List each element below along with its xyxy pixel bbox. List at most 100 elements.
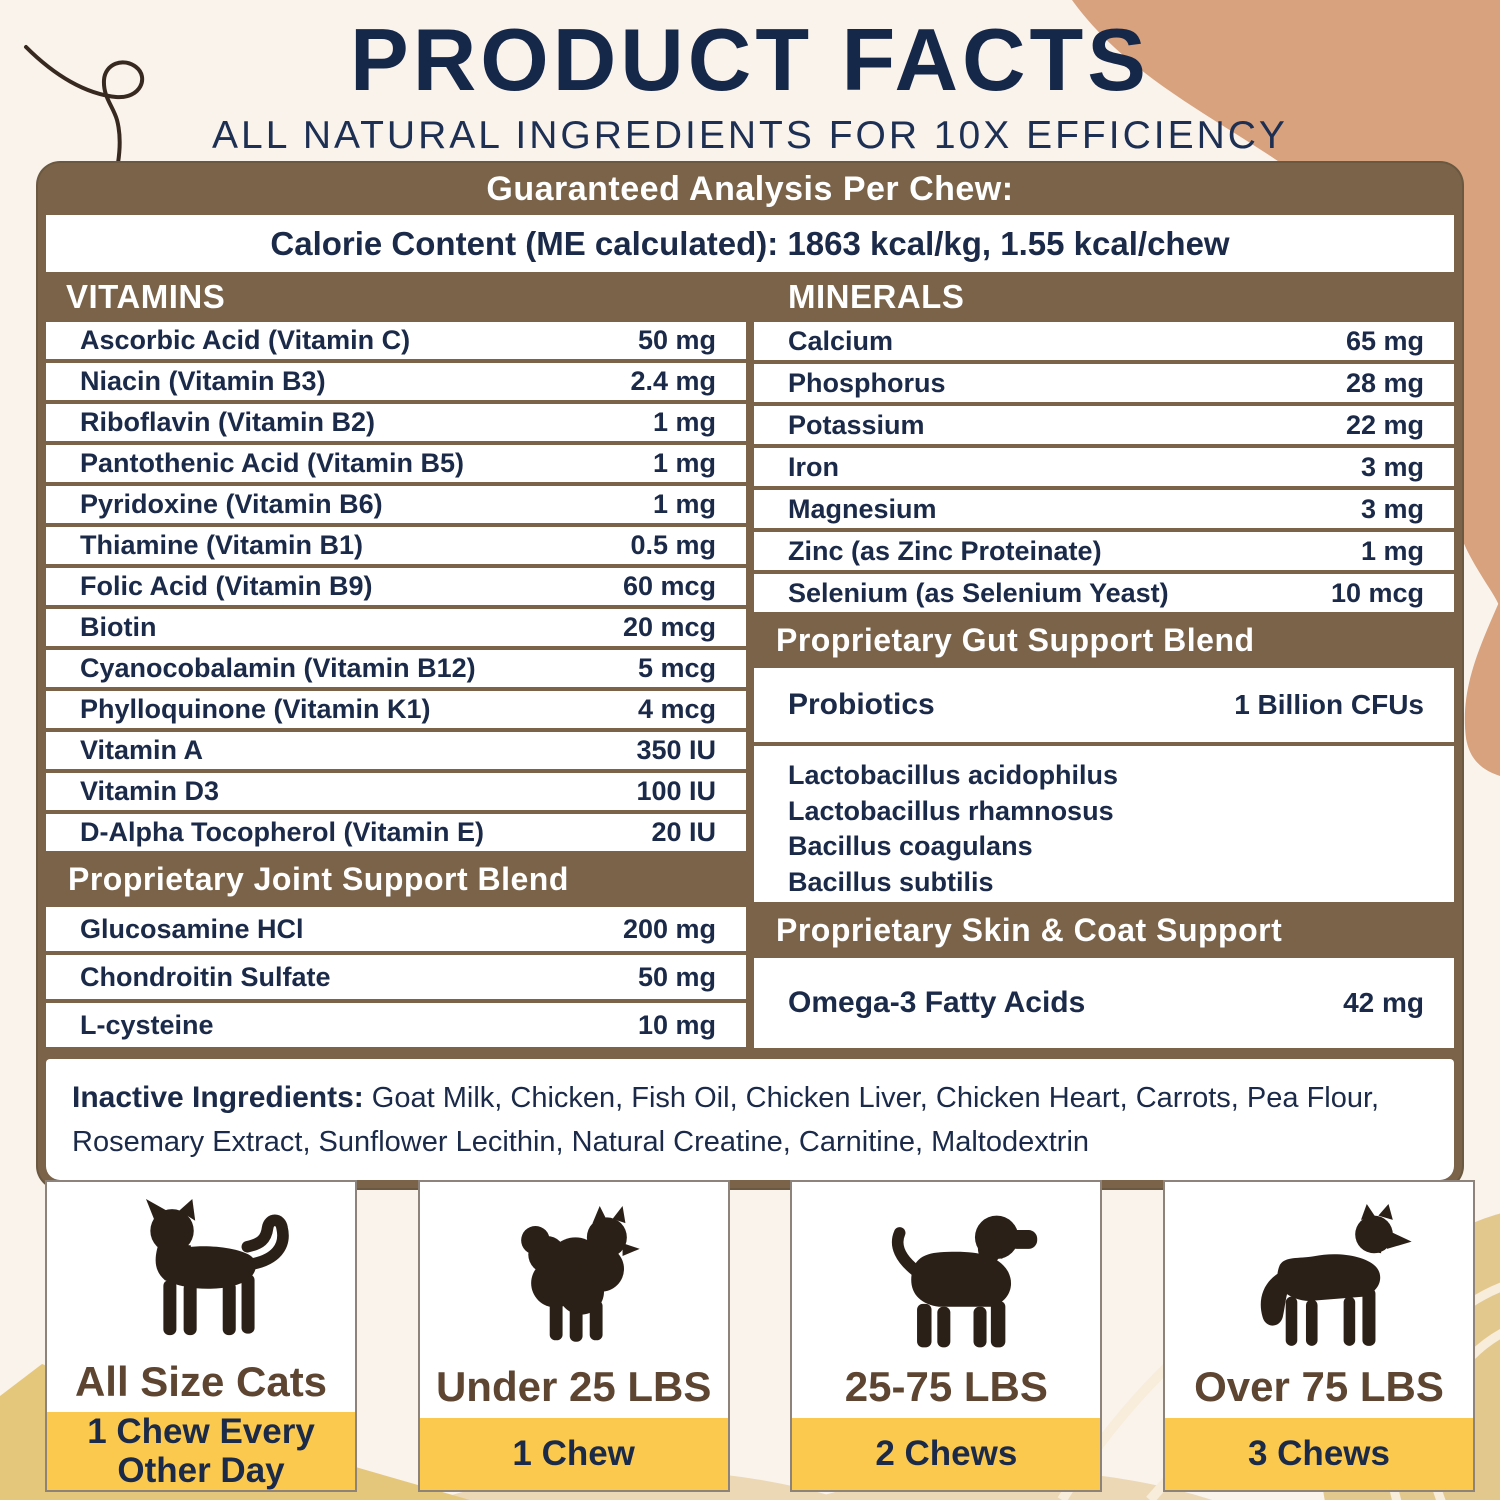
nutrient-row: Vitamin A 350 IU: [46, 732, 746, 769]
nutrient-name: Thiamine (Vitamin B1): [80, 530, 364, 560]
nutrient-value: 28 mg: [1345, 367, 1424, 398]
nutrient-name: Biotin: [80, 612, 157, 642]
nutrient-row: D-Alpha Tocopherol (Vitamin E) 20 IU: [46, 814, 746, 851]
nutrient-name: Glucosamine HCl: [80, 913, 304, 944]
nutrient-row: Pantothenic Acid (Vitamin B5) 1 mg: [46, 445, 746, 482]
nutrient-name: Omega-3 Fatty Acids: [788, 986, 1086, 1019]
nutrient-row: Vitamin D3 100 IU: [46, 773, 746, 810]
inactive-ingredients: Inactive Ingredients: Goat Milk, Chicken…: [46, 1059, 1454, 1180]
page-title: PRODUCT FACTS: [350, 10, 1150, 109]
joint-blend-header: Proprietary Joint Support Blend: [68, 860, 569, 897]
squiggle-icon: [24, 45, 145, 165]
nutrient-value: 20 mcg: [622, 612, 716, 642]
nutrient-columns: Ascorbic Acid (Vitamin C) 50 mg Niacin (V…: [38, 322, 1462, 1055]
nutrient-row: Pyridoxine (Vitamin B6) 1 mg: [46, 486, 746, 523]
nutrient-row: Thiamine (Vitamin B1) 0.5 mg: [46, 527, 746, 564]
dosage-card-label: 25-75 LBS: [844, 1363, 1048, 1410]
nutrient-row: Iron 3 mg: [754, 448, 1454, 486]
vitamins-header: VITAMINS: [66, 278, 226, 315]
nutrient-value: 1 mg: [1360, 535, 1424, 566]
nutrient-row: L-cysteine 10 mg: [46, 1003, 746, 1047]
nutrient-name: Niacin (Vitamin B3): [80, 366, 326, 396]
minerals-column: Calcium 65 mg Phosphorus 28 mg Potassium 22…: [754, 322, 1454, 1048]
tan-blob-top-right: [1072, 0, 1500, 608]
nutrient-row: Zinc (as Zinc Proteinate) 1 mg: [754, 532, 1454, 570]
calorie-content-row: Calorie Content (ME calculated): 1863 kc…: [46, 215, 1454, 272]
nutrient-name: Iron: [788, 451, 839, 482]
large-dog-icon: [1165, 1182, 1473, 1356]
nutrient-value: 1 Billion CFUs: [1234, 689, 1424, 720]
nutrient-row: Phosphorus 28 mg: [754, 364, 1454, 402]
nutrient-value: 200 mg: [622, 913, 716, 944]
nutrient-row: Potassium 22 mg: [754, 406, 1454, 444]
nutrient-value: 4 mcg: [637, 694, 716, 724]
omega-row: Omega-3 Fatty Acids 42 mg: [754, 958, 1454, 1048]
cat-icon: [47, 1182, 355, 1351]
nutrient-value: 1 mg: [652, 448, 716, 478]
nutrient-name: Folic Acid (Vitamin B9): [80, 571, 373, 601]
strain-item: Lactobacillus rhamnosus: [788, 795, 1114, 826]
nutrient-row: Selenium (as Selenium Yeast) 10 mcg: [754, 574, 1454, 612]
gut-blend-header: Proprietary Gut Support Blend: [776, 621, 1255, 658]
nutrient-name: Vitamin A: [80, 735, 204, 765]
nutrient-name: Magnesium: [788, 493, 937, 524]
nutrient-value: 1 mg: [652, 489, 716, 519]
nutrient-name: Pyridoxine (Vitamin B6): [80, 489, 383, 519]
nutrient-value: 20 IU: [651, 817, 716, 847]
nutrient-value: 5 mcg: [637, 653, 716, 683]
dosage-card-under-25: Under 25 LBS 1 Chew: [417, 1180, 730, 1492]
dosage-card-label: Under 25 LBS: [435, 1363, 712, 1410]
nutrient-row: Chondroitin Sulfate 50 mg: [46, 955, 746, 999]
nutrient-name: Selenium (as Selenium Yeast): [788, 577, 1169, 608]
dosage-card-dose: 1 Chew Every Other Day: [47, 1411, 355, 1490]
nutrient-value: 3 mg: [1360, 493, 1424, 524]
dosage-card-dose: 1 Chew: [419, 1418, 728, 1490]
dosage-card-cats: All Size Cats 1 Chew Every Other Day: [45, 1180, 357, 1492]
dosage-card-dose: 2 Chews: [792, 1418, 1101, 1490]
dosage-card-over-75: Over 75 LBS 3 Chews: [1162, 1180, 1475, 1492]
title-block: PRODUCT FACTS ALL NATURAL INGREDIENTS FO…: [0, 16, 1500, 158]
dosage-card-label: Over 75 LBS: [1194, 1363, 1444, 1410]
nutrient-value: 350 IU: [636, 735, 716, 765]
nutrient-name: Probiotics: [788, 688, 935, 721]
dosage-card-label: All Size Cats: [74, 1357, 328, 1405]
medium-dog-icon: [792, 1182, 1100, 1356]
nutrient-name: Phylloquinone (Vitamin K1): [80, 694, 431, 724]
nutrient-row: Biotin 20 mcg: [46, 609, 746, 646]
nutrient-value: 22 mg: [1345, 409, 1424, 440]
strain-item: Bacillus coagulans: [788, 831, 1033, 862]
vitamins-column: Ascorbic Acid (Vitamin C) 50 mg Niacin (V…: [46, 322, 746, 1047]
nutrient-row: Niacin (Vitamin B3) 2.4 mg: [46, 363, 746, 400]
column-header-band: VITAMINS MINERALS: [38, 272, 1462, 322]
nutrient-value: 60 mcg: [622, 571, 716, 601]
nutrient-value: 3 mg: [1360, 451, 1424, 482]
dosage-cards: All Size Cats 1 Chew Every Other Day: [45, 1180, 1475, 1492]
nutrient-value: 65 mg: [1345, 325, 1424, 356]
dosage-card-dose: 3 Chews: [1164, 1418, 1473, 1490]
nutrient-name: Ascorbic Acid (Vitamin C): [80, 325, 411, 355]
nutrient-value: 10 mg: [637, 1009, 716, 1040]
nutrient-row: Folic Acid (Vitamin B9) 60 mcg: [46, 568, 746, 605]
strain-item: Bacillus subtilis: [788, 866, 994, 897]
nutrient-name: Pantothenic Acid (Vitamin B5): [80, 448, 465, 478]
nutrient-value: 50 mg: [637, 325, 716, 355]
probiotics-row: Probiotics 1 Billion CFUs: [754, 668, 1454, 742]
nutrient-name: Zinc (as Zinc Proteinate): [788, 535, 1102, 566]
panel-header: Guaranteed Analysis Per Chew:: [486, 169, 1014, 208]
guaranteed-analysis-panel: Guaranteed Analysis Per Chew: Calorie Co…: [38, 163, 1462, 1188]
nutrient-value: 10 mcg: [1330, 577, 1424, 608]
nutrient-name: Calcium: [788, 325, 894, 356]
nutrient-name: Chondroitin Sulfate: [80, 961, 331, 992]
nutrient-value: 100 IU: [636, 776, 716, 806]
nutrient-row: Riboflavin (Vitamin B2) 1 mg: [46, 404, 746, 441]
nutrient-value: 1 mg: [652, 407, 716, 437]
strain-item: Lactobacillus acidophilus: [788, 760, 1119, 791]
nutrient-row: Glucosamine HCl 200 mg: [46, 907, 746, 951]
nutrient-value: 42 mg: [1343, 987, 1424, 1018]
nutrient-name: Phosphorus: [788, 367, 946, 398]
nutrient-name: L-cysteine: [80, 1009, 214, 1040]
nutrient-row: Phylloquinone (Vitamin K1) 4 mcg: [46, 691, 746, 728]
skin-coat-header: Proprietary Skin & Coat Support: [776, 911, 1283, 948]
small-dog-icon: [420, 1182, 728, 1356]
